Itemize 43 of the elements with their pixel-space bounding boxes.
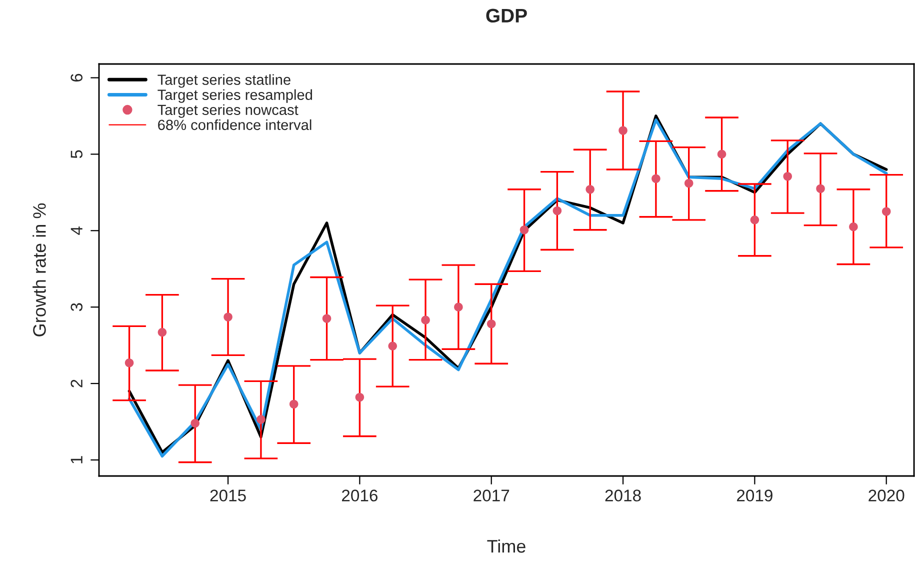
point bbox=[289, 400, 298, 409]
y-tick-label: 5 bbox=[70, 150, 83, 158]
legend-label: Target series statline bbox=[158, 74, 290, 88]
point bbox=[783, 172, 792, 181]
x-tick-label: 2017 bbox=[474, 490, 510, 502]
point bbox=[618, 126, 628, 135]
point bbox=[124, 358, 134, 368]
point bbox=[586, 184, 594, 194]
point bbox=[882, 207, 891, 216]
y-tick-label: 3 bbox=[70, 303, 83, 312]
point bbox=[849, 222, 858, 232]
point bbox=[355, 392, 364, 402]
point bbox=[684, 178, 694, 188]
y-tick-label: 4 bbox=[70, 226, 82, 235]
legend-label: Target series resampled bbox=[158, 89, 312, 103]
point bbox=[750, 216, 760, 224]
point bbox=[552, 206, 562, 216]
y-tick-label: 6 bbox=[70, 74, 83, 82]
chart-title: GDP bbox=[486, 8, 527, 23]
y-tick-label: 2 bbox=[70, 380, 82, 388]
x-tick-label: 2015 bbox=[210, 490, 246, 502]
x-tick-label: 2019 bbox=[736, 490, 772, 502]
point bbox=[322, 314, 332, 323]
point bbox=[421, 316, 430, 324]
point bbox=[717, 150, 726, 159]
point bbox=[486, 319, 496, 328]
point bbox=[454, 302, 463, 312]
point bbox=[816, 184, 825, 193]
point bbox=[520, 225, 529, 234]
x-tick-label: 2018 bbox=[605, 490, 641, 502]
annotation: 68% confidence interval bbox=[158, 119, 312, 130]
y-axis-title: Growth rate in % bbox=[32, 203, 46, 336]
point bbox=[190, 418, 200, 428]
x-tick-label: 2020 bbox=[868, 490, 904, 502]
y-tick-label: 1 bbox=[70, 456, 82, 464]
x-axis-title: Time bbox=[487, 539, 526, 553]
point bbox=[224, 312, 232, 322]
point bbox=[388, 342, 398, 350]
x-tick-label: 2016 bbox=[342, 490, 378, 502]
point bbox=[652, 174, 660, 184]
point bbox=[158, 328, 167, 337]
point bbox=[256, 415, 266, 424]
legend-label: Target series nowcast bbox=[158, 104, 298, 118]
